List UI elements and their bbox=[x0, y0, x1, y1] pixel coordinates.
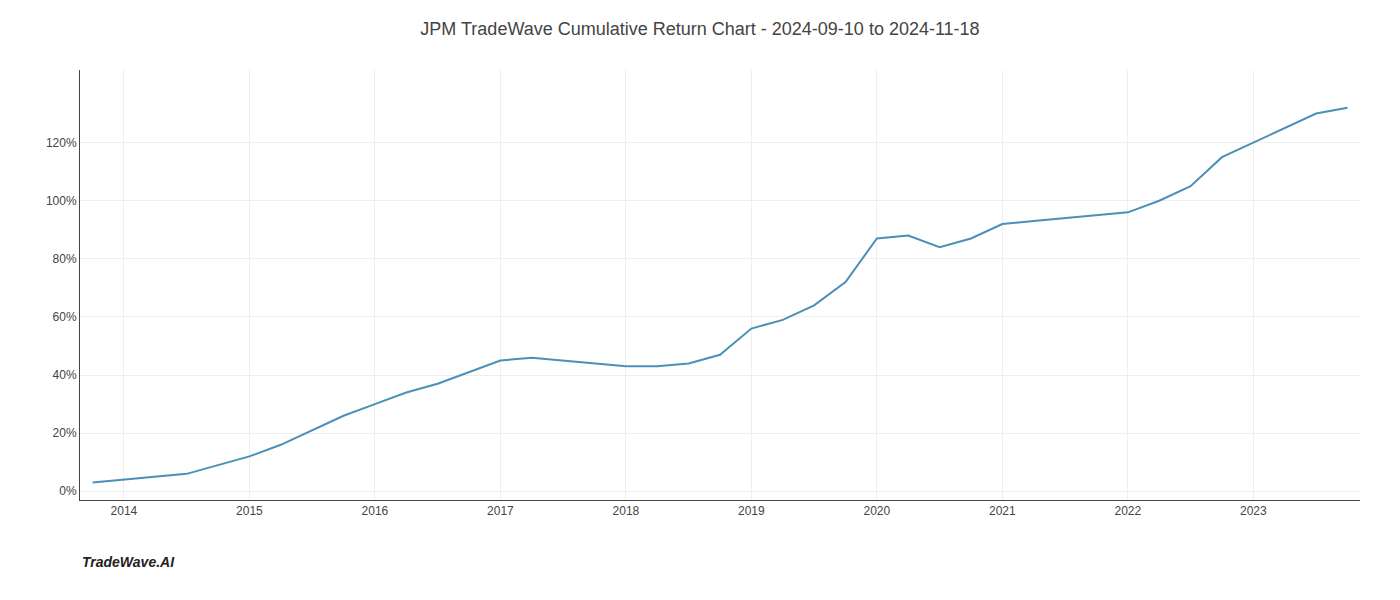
svg-text:20%: 20% bbox=[53, 426, 77, 440]
svg-text:0%: 0% bbox=[59, 484, 77, 498]
svg-text:2015: 2015 bbox=[236, 504, 263, 518]
svg-text:TradeWave.AI: TradeWave.AI bbox=[82, 554, 175, 570]
svg-text:2017: 2017 bbox=[487, 504, 514, 518]
svg-text:100%: 100% bbox=[46, 194, 77, 208]
svg-text:60%: 60% bbox=[53, 310, 77, 324]
svg-text:2022: 2022 bbox=[1114, 504, 1141, 518]
svg-text:2018: 2018 bbox=[613, 504, 640, 518]
svg-text:2016: 2016 bbox=[362, 504, 389, 518]
svg-text:40%: 40% bbox=[53, 368, 77, 382]
svg-text:2019: 2019 bbox=[738, 504, 765, 518]
svg-text:2020: 2020 bbox=[864, 504, 891, 518]
svg-text:2023: 2023 bbox=[1240, 504, 1267, 518]
svg-text:80%: 80% bbox=[53, 252, 77, 266]
svg-text:2021: 2021 bbox=[989, 504, 1016, 518]
svg-text:JPM TradeWave Cumulative Retur: JPM TradeWave Cumulative Return Chart - … bbox=[420, 19, 979, 39]
svg-text:120%: 120% bbox=[46, 136, 77, 150]
svg-text:2014: 2014 bbox=[111, 504, 138, 518]
